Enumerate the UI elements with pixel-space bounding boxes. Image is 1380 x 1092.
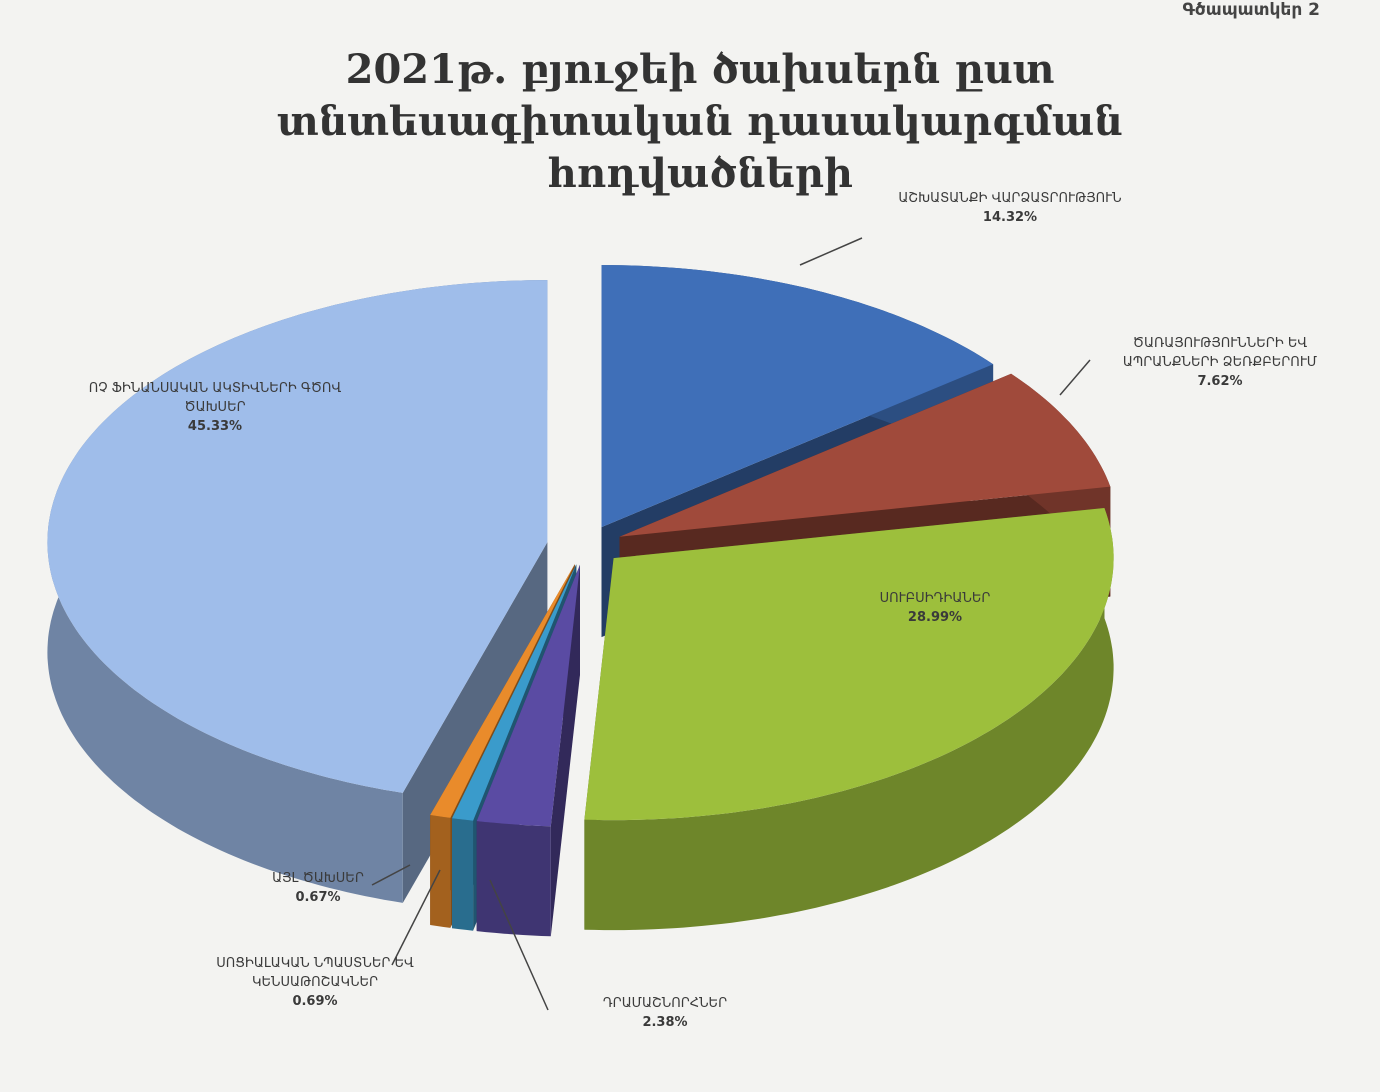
value-label: 0.69% bbox=[292, 993, 338, 1009]
data-label: ԱՅԼ ԾԱԽՍԵՐ 0.67% bbox=[208, 870, 428, 908]
data-label: ԾԱՌԱՅՈՒԹՅՈՒՆՆԵՐԻ ԵՎ ԱՊՐԱՆՔՆԵՐԻ ՁԵՌՔԲԵՐՈՒ… bbox=[1085, 335, 1355, 392]
slice bbox=[452, 564, 577, 821]
chart-title: 2021թ. բյուջեի ծախսերն ըստ տնտեսագիտական… bbox=[277, 46, 1123, 197]
slice-wall bbox=[476, 821, 551, 937]
value-label: 28.99% bbox=[907, 609, 963, 625]
category-label: ՍՈՒԲՍԻԴԻԱՆԵՐ bbox=[879, 591, 991, 606]
leader-line bbox=[799, 237, 863, 266]
category-label: ԱՇԽԱՏԱՆՔԻ ՎԱՐՁԱՏՐՈՒԹՅՈՒՆ bbox=[898, 191, 1122, 206]
figure-number: Գծապատկեր 2 bbox=[1182, 0, 1320, 20]
data-label: ՈՉ ՖԻՆԱՆՍԱԿԱՆ ԱԿՏԻՎՆԵՐԻ ԳԾՈՎ ԾԱԽՍԵՐ 45.33… bbox=[85, 380, 345, 437]
value-label: 2.38% bbox=[642, 1014, 688, 1030]
slice-wall bbox=[430, 815, 451, 928]
data-label: ՍՈՑԻԱԼԱԿԱՆ ՆՊԱՍՏՆԵՐ ԵՎ ԿԵՆՍԱԹՈՇԱԿՆԵՐ 0.69… bbox=[190, 955, 440, 1012]
leader-line bbox=[1059, 359, 1091, 396]
category-label: ՍՈՑԻԱԼԱԿԱՆ ՆՊԱՍՏՆԵՐ ԵՎ ԿԵՆՍԱԹՈՇԱԿՆԵՐ bbox=[216, 956, 414, 990]
category-label: ԾԱՌԱՅՈՒԹՅՈՒՆՆԵՐԻ ԵՎ ԱՊՐԱՆՔՆԵՐԻ ՁԵՌՔԲԵՐՈՒ… bbox=[1122, 336, 1318, 370]
leader-line bbox=[489, 879, 549, 1011]
data-label: ԴՐԱՄԱՇՆՈՐՀՆԵՐ 2.38% bbox=[535, 995, 795, 1033]
leader-line bbox=[391, 869, 441, 966]
value-label: 45.33% bbox=[187, 418, 243, 434]
slice bbox=[476, 564, 580, 827]
category-label: ՈՉ ՖԻՆԱՆՍԱԿԱՆ ԱԿՏԻՎՆԵՐԻ ԳԾՈՎ ԾԱԽՍԵՐ bbox=[88, 381, 342, 415]
leader-line bbox=[371, 864, 411, 886]
slice bbox=[601, 265, 994, 528]
data-label: ՍՈՒԲՍԻԴԻԱՆԵՐ 28.99% bbox=[805, 590, 1065, 628]
category-label: ԱՅԼ ԾԱԽՍԵՐ bbox=[272, 871, 364, 886]
slice bbox=[430, 564, 575, 818]
data-label: ԱՇԽԱՏԱՆՔԻ ՎԱՐՁԱՏՐՈՒԹՅՈՒՆ 14.32% bbox=[880, 190, 1140, 228]
category-label: ԴՐԱՄԱՇՆՈՐՀՆԵՐ bbox=[602, 996, 728, 1011]
value-label: 7.62% bbox=[1197, 373, 1243, 389]
slice-wall bbox=[452, 818, 474, 931]
value-label: 0.67% bbox=[295, 889, 341, 905]
slice bbox=[47, 280, 548, 793]
slice bbox=[619, 373, 1111, 537]
slice bbox=[584, 508, 1114, 821]
slice-wall bbox=[584, 508, 1114, 931]
value-label: 14.32% bbox=[982, 209, 1038, 225]
